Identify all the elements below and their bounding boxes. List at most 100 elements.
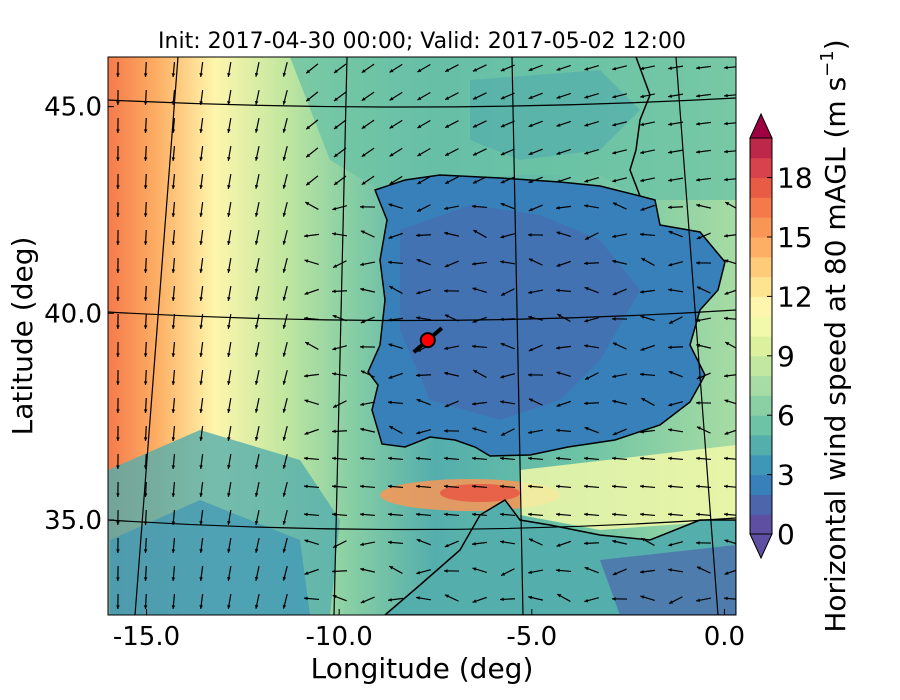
wind-arrow (417, 91, 431, 101)
wind-arrow (171, 537, 176, 554)
colorbar-tick-label: 3 (777, 459, 795, 492)
wind-arrow (303, 512, 320, 517)
wind-arrow (499, 484, 516, 489)
wind-arrow (611, 456, 628, 461)
y-axis-ticks: 35.0 40.0 45.0 (44, 93, 114, 536)
wind-arrow (143, 565, 148, 582)
wind-arrow (444, 260, 459, 268)
wind-arrow (640, 65, 656, 71)
wind-arrow (360, 316, 375, 324)
wind-arrow (227, 425, 232, 441)
colorbar-segment (750, 217, 772, 238)
wind-arrow (528, 176, 543, 184)
wind-arrow (333, 119, 347, 130)
wind-arrow (171, 341, 176, 358)
wind-arrow (500, 176, 515, 184)
wind-arrow (331, 512, 348, 517)
colorbar-segment (750, 296, 772, 317)
wind-arrow (227, 313, 232, 329)
wind-arrow (444, 92, 459, 101)
wind-arrow (695, 484, 712, 489)
wind-arrow (696, 232, 711, 240)
wind-arrow (171, 481, 176, 498)
wind-arrow (332, 345, 347, 351)
wind-arrow (116, 565, 120, 582)
wind-arrow (724, 233, 736, 238)
wind-arrow (471, 512, 488, 517)
colorbar (749, 112, 773, 560)
wind-arrow (171, 173, 176, 190)
colorbar-tick-label: 6 (777, 399, 795, 432)
wind-arrow (332, 372, 348, 377)
wind-arrow (612, 233, 628, 239)
wind-arrow (171, 201, 176, 218)
wind-arrow (612, 428, 627, 436)
iberia-calm-interior (400, 205, 640, 420)
wind-arrow (143, 453, 148, 470)
wind-arrow (696, 65, 712, 70)
wind-arrow (360, 261, 376, 267)
colorbar-tick-label: 18 (777, 162, 813, 195)
wind-arrow (583, 261, 600, 266)
wind-arrow (199, 145, 204, 161)
wind-arrow (528, 569, 544, 575)
wind-arrow (227, 117, 232, 133)
wind-arrow (500, 540, 516, 545)
wind-arrow (227, 229, 232, 245)
wind-arrow (388, 285, 403, 294)
wind-arrow (116, 145, 120, 162)
alboran-wind-band (520, 445, 736, 530)
wind-arrow (199, 537, 204, 553)
wind-arrow (443, 429, 460, 433)
wind-arrow (527, 456, 544, 461)
wind-arrow (500, 120, 515, 128)
wind-arrow (443, 512, 460, 517)
wind-arrow (199, 565, 204, 581)
colorbar-segment (750, 435, 772, 456)
wind-arrow (444, 314, 459, 322)
wind-arrow (415, 484, 432, 489)
y-axis-label: Latitude (deg) (6, 237, 39, 436)
x-axis-label: Longitude (deg) (311, 652, 534, 685)
wind-arrow (472, 229, 487, 238)
wind-arrow (640, 149, 656, 155)
wind-arrow (584, 177, 599, 183)
colorbar-tick-label: 0 (777, 518, 795, 551)
wind-arrow (227, 481, 232, 497)
wind-arrow (199, 173, 204, 189)
wind-arrow (443, 569, 460, 573)
wind-arrow (389, 175, 403, 185)
wind-arrow (282, 90, 288, 105)
wind-arrow (695, 261, 712, 265)
wind-arrow (696, 286, 711, 294)
wind-arrow (696, 597, 712, 603)
wind-arrow (696, 426, 711, 434)
wind-arrow (528, 64, 543, 72)
wind-arrow (443, 289, 460, 293)
wind-arrow (116, 285, 120, 302)
wind-arrow (612, 373, 628, 379)
wind-arrow (304, 373, 320, 378)
colorbar-label: Horizontal wind speed at 80 mAGL (m s−1) (817, 39, 852, 632)
wind-arrow (444, 148, 459, 157)
wind-arrow (360, 427, 376, 433)
wind-arrow (282, 594, 288, 609)
wind-arrow (254, 117, 260, 133)
wind-arrow (116, 201, 120, 218)
wind-arrow (388, 425, 403, 434)
wind-arrow (360, 567, 376, 573)
wind-arrow (254, 369, 260, 385)
wind-arrow (417, 119, 431, 129)
wind-arrow (555, 484, 572, 489)
wind-arrow (667, 484, 684, 489)
wind-arrow (199, 117, 204, 133)
wind-arrow (696, 149, 712, 154)
wind-arrow (116, 369, 120, 386)
wind-arrow (332, 205, 347, 211)
wind-arrow (254, 285, 260, 301)
wind-arrow (444, 345, 460, 351)
wind-arrow (143, 593, 148, 610)
wind-arrow (359, 456, 376, 461)
colorbar-segment (750, 355, 772, 377)
x-tick-label: -10.0 (306, 622, 373, 652)
